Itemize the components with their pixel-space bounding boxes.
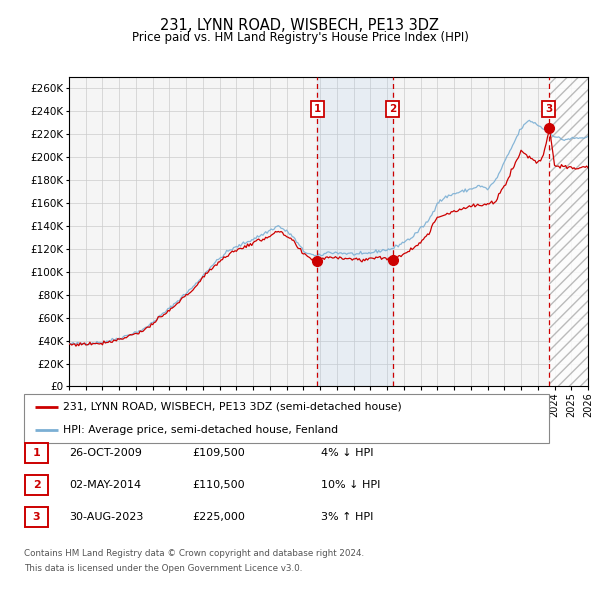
Text: 30-AUG-2023: 30-AUG-2023 [69, 512, 143, 522]
Text: £225,000: £225,000 [192, 512, 245, 522]
Text: Price paid vs. HM Land Registry's House Price Index (HPI): Price paid vs. HM Land Registry's House … [131, 31, 469, 44]
Text: 231, LYNN ROAD, WISBECH, PE13 3DZ (semi-detached house): 231, LYNN ROAD, WISBECH, PE13 3DZ (semi-… [64, 402, 402, 412]
Text: 2: 2 [389, 104, 396, 114]
Text: Contains HM Land Registry data © Crown copyright and database right 2024.: Contains HM Land Registry data © Crown c… [24, 549, 364, 558]
Text: 2: 2 [33, 480, 40, 490]
Text: HPI: Average price, semi-detached house, Fenland: HPI: Average price, semi-detached house,… [64, 425, 338, 435]
Text: 10% ↓ HPI: 10% ↓ HPI [321, 480, 380, 490]
Bar [549, 77, 588, 386]
FancyBboxPatch shape [25, 507, 48, 527]
FancyBboxPatch shape [25, 475, 48, 495]
Text: £109,500: £109,500 [192, 448, 245, 458]
FancyBboxPatch shape [24, 394, 549, 442]
Text: 3: 3 [545, 104, 553, 114]
Text: 1: 1 [313, 104, 320, 114]
Bar [317, 77, 392, 386]
Text: 02-MAY-2014: 02-MAY-2014 [69, 480, 141, 490]
Text: This data is licensed under the Open Government Licence v3.0.: This data is licensed under the Open Gov… [24, 565, 302, 573]
Text: 231, LYNN ROAD, WISBECH, PE13 3DZ: 231, LYNN ROAD, WISBECH, PE13 3DZ [161, 18, 439, 32]
Text: 1: 1 [33, 448, 40, 458]
Text: £110,500: £110,500 [192, 480, 245, 490]
Text: 3% ↑ HPI: 3% ↑ HPI [321, 512, 373, 522]
Text: 26-OCT-2009: 26-OCT-2009 [69, 448, 142, 458]
Text: 4% ↓ HPI: 4% ↓ HPI [321, 448, 373, 458]
FancyBboxPatch shape [25, 443, 48, 463]
Text: 3: 3 [33, 512, 40, 522]
